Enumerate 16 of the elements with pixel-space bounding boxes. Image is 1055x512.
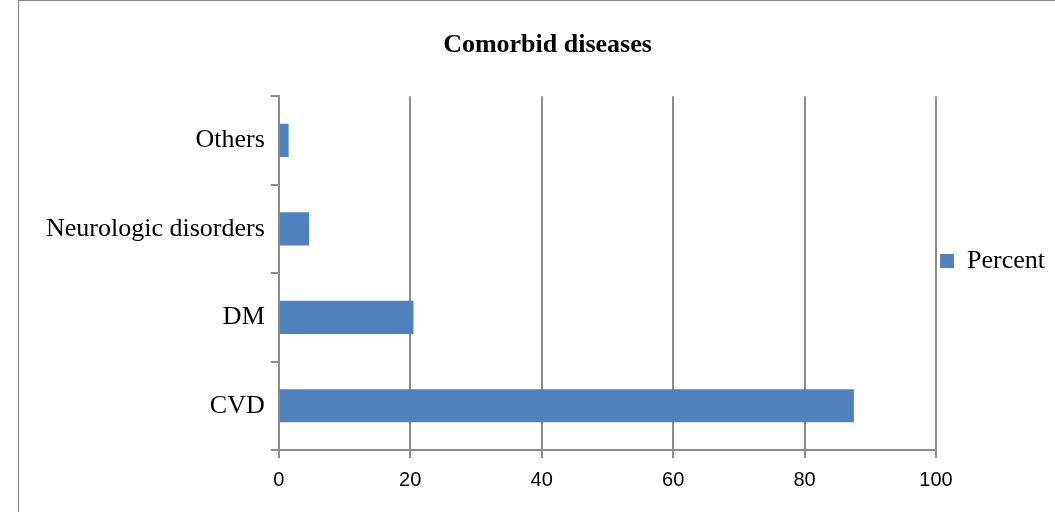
chart-title: Comorbid diseases [443,29,652,59]
y-tick-label: Others [195,124,265,154]
x-tick-label: 100 [919,467,953,490]
legend-label: Percent [967,244,1046,274]
x-tick-label: 40 [530,467,553,490]
x-tick-label: 60 [662,467,685,490]
y-tick-label: CVD [209,389,265,419]
y-tick-label: DM [222,301,265,331]
bar [279,212,310,246]
bar [279,123,289,158]
x-tick-label: 0 [273,467,285,490]
x-tick-label: 20 [399,467,422,490]
x-tick-label: 80 [793,467,816,490]
bar [279,389,854,423]
y-tick-label: Neurologic disorders [46,212,265,242]
bar [279,300,414,334]
